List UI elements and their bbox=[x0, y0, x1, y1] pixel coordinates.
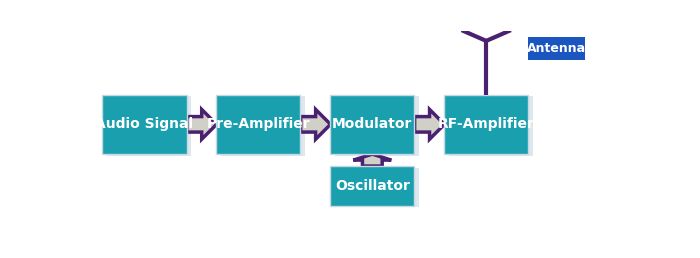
Polygon shape bbox=[187, 109, 216, 139]
Text: Pre-Amplifier: Pre-Amplifier bbox=[206, 117, 310, 131]
FancyBboxPatch shape bbox=[220, 96, 304, 156]
Text: Modulator: Modulator bbox=[332, 117, 412, 131]
FancyBboxPatch shape bbox=[449, 96, 533, 156]
Polygon shape bbox=[301, 109, 330, 139]
FancyBboxPatch shape bbox=[335, 96, 419, 156]
Text: RF-Amplifier: RF-Amplifier bbox=[438, 117, 535, 131]
FancyBboxPatch shape bbox=[528, 37, 585, 60]
Text: Audio Signal: Audio Signal bbox=[95, 117, 193, 131]
FancyBboxPatch shape bbox=[444, 94, 528, 154]
Polygon shape bbox=[354, 154, 391, 166]
FancyBboxPatch shape bbox=[102, 94, 186, 154]
Text: Oscillator: Oscillator bbox=[335, 179, 409, 193]
FancyBboxPatch shape bbox=[330, 166, 414, 206]
Polygon shape bbox=[414, 109, 444, 139]
FancyBboxPatch shape bbox=[335, 168, 419, 207]
FancyBboxPatch shape bbox=[216, 94, 300, 154]
FancyBboxPatch shape bbox=[107, 96, 191, 156]
FancyBboxPatch shape bbox=[330, 94, 414, 154]
Text: Antenna: Antenna bbox=[527, 42, 587, 55]
